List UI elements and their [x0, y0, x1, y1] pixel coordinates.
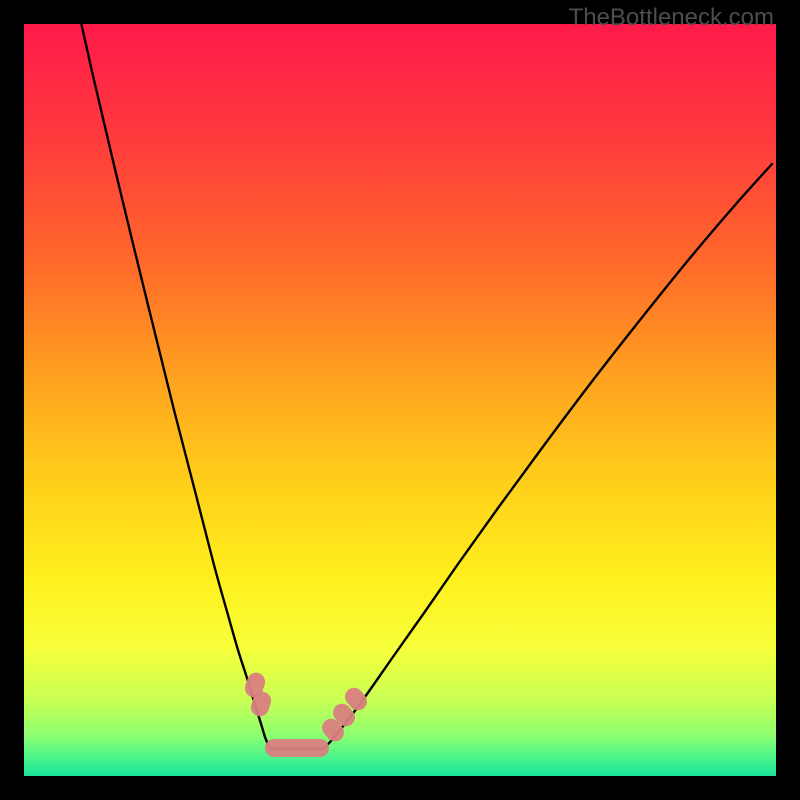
markers-layer [0, 0, 800, 800]
vertex-marker [265, 739, 329, 757]
chart-stage: TheBottleneck.com [0, 0, 800, 800]
